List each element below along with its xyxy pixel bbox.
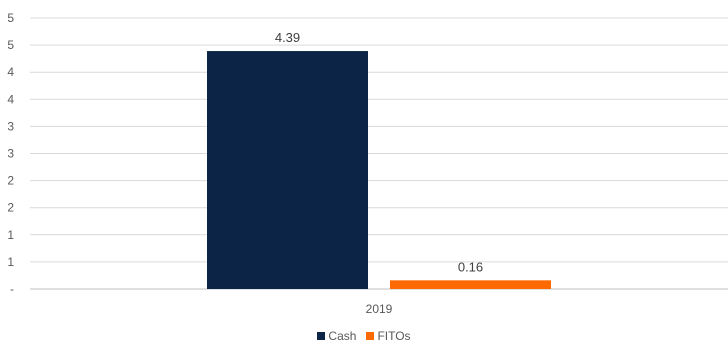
y-tick-label: 1 xyxy=(7,255,14,269)
y-tick-label: 3 xyxy=(7,119,14,133)
y-tick-label: 2 xyxy=(7,201,14,215)
legend-label: Cash xyxy=(328,328,357,343)
y-tick-label: 2 xyxy=(7,174,14,188)
legend-item-cash: Cash xyxy=(317,328,356,343)
x-tick-label: 2019 xyxy=(366,302,393,316)
y-tick-label: 1 xyxy=(7,228,14,242)
x-axis-ticks: 2019 xyxy=(366,302,393,316)
bar-fitos-2019 xyxy=(390,280,551,289)
legend-swatch xyxy=(366,331,375,340)
data-label-fitos: 0.16 xyxy=(458,259,483,274)
legend-label: FITOs xyxy=(377,328,411,343)
bar-cash-2019 xyxy=(207,51,368,290)
legend: Cash FITOs xyxy=(0,328,728,343)
gridlines xyxy=(30,17,728,290)
legend-swatch xyxy=(317,331,326,340)
y-tick-label: - xyxy=(10,282,14,296)
legend-item-fitos: FITOs xyxy=(366,328,411,343)
y-tick-label: 3 xyxy=(7,147,14,161)
y-tick-label: 4 xyxy=(7,92,14,106)
y-tick-label: 5 xyxy=(7,38,14,52)
y-tick-label: 5 xyxy=(7,11,14,25)
y-axis-ticks: - 1 1 2 2 3 3 4 4 5 5 xyxy=(7,11,14,296)
bars xyxy=(207,51,551,290)
data-label-cash: 4.39 xyxy=(275,30,300,45)
y-tick-label: 4 xyxy=(7,65,14,79)
data-labels: 4.39 0.16 xyxy=(275,30,483,274)
